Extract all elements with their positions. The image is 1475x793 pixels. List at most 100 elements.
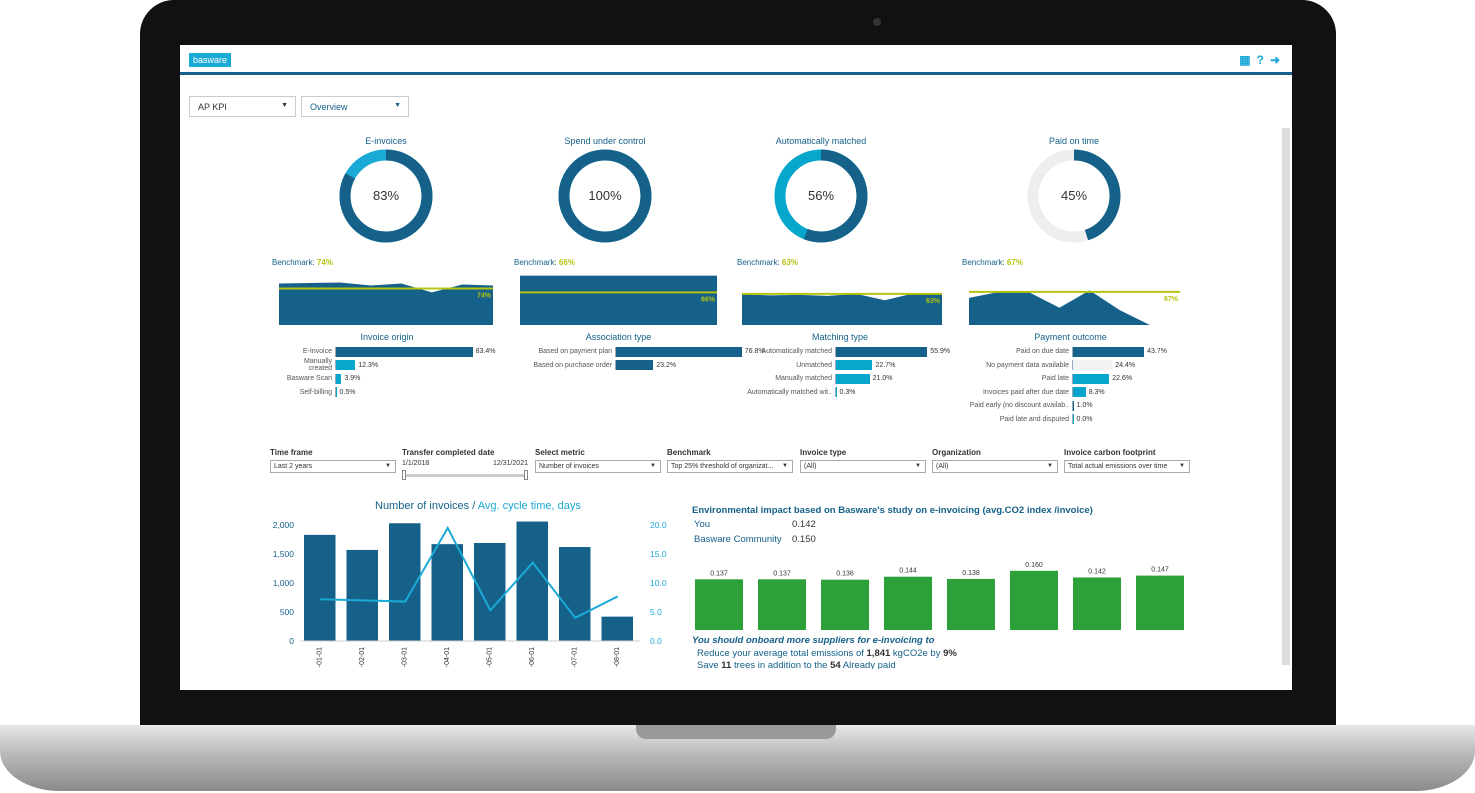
breakdown-row[interactable]: Paid on due date 43.7% bbox=[1016, 346, 1167, 357]
advice-text: You should onboard more suppliers for e-… bbox=[692, 635, 935, 646]
donut-value bbox=[1027, 149, 1121, 243]
chevron-down-icon: ▼ bbox=[1179, 463, 1185, 469]
view-select[interactable]: Overview ▼ bbox=[301, 96, 409, 117]
filter-benchmark: Benchmark Top 25% threshold of organizat.… bbox=[667, 448, 793, 473]
chevron-down-icon: ▼ bbox=[394, 102, 401, 109]
filter-carbon: Invoice carbon footprint Total actual emi… bbox=[1064, 448, 1190, 473]
x-tick-label: -04-01 bbox=[444, 647, 451, 667]
filter-select[interactable]: Last 2 years ▼ bbox=[270, 460, 396, 473]
invoices-chart-title: Number of invoices / Avg. cycle time, da… bbox=[375, 500, 581, 512]
x-tick-label: -07-01 bbox=[571, 647, 578, 667]
breakdown-row[interactable]: Based on payment plan 76.8% bbox=[538, 346, 765, 357]
breakdown-bar bbox=[835, 373, 870, 384]
invoice-bar bbox=[389, 523, 421, 641]
trees-line: Save 11 trees in addition to the 54 Alre… bbox=[697, 660, 896, 669]
kpi-title: E-invoices bbox=[365, 136, 407, 146]
laptop-notch bbox=[636, 725, 836, 739]
co2-bar bbox=[1073, 577, 1121, 630]
breakdown-row[interactable]: Invoices paid after due date 8.3% bbox=[982, 387, 1105, 397]
co2-bar bbox=[1010, 570, 1058, 630]
filter-select[interactable]: Total actual emissions over time ▼ bbox=[1064, 460, 1190, 473]
filter-transfer: Transfer completed date 1/1/2018 12/31/202… bbox=[402, 448, 528, 480]
area-series bbox=[742, 293, 942, 325]
breakdown-row[interactable]: Manually created 12.3% bbox=[303, 358, 379, 372]
invoice-bar bbox=[474, 542, 506, 641]
chevron-down-icon: ▼ bbox=[915, 463, 921, 469]
breakdown-row[interactable]: Basware Scan 3.9% bbox=[286, 373, 361, 384]
filter-select[interactable]: Top 25% threshold of organizat... ▼ bbox=[667, 460, 793, 473]
film-icon[interactable]: ▦ bbox=[1239, 53, 1251, 67]
co2-bar bbox=[821, 579, 869, 630]
breakdown-bar bbox=[1072, 360, 1113, 370]
benchmark-area-chart: 63% bbox=[742, 292, 942, 325]
chevron-down-icon: ▼ bbox=[281, 102, 288, 109]
benchmark-line-label: 67% bbox=[1164, 296, 1179, 303]
benchmark-label: Benchmark: 67% bbox=[962, 258, 1023, 267]
area-series bbox=[279, 282, 493, 325]
x-tick-label: -08-01 bbox=[614, 647, 621, 667]
header: basware ▦ ? ➜ bbox=[180, 45, 1292, 75]
benchmark-label: Benchmark: 66% bbox=[514, 258, 575, 267]
y2-tick-label: 15.0 bbox=[650, 549, 667, 559]
breakdown-row[interactable]: Paid late and disputed 0.0% bbox=[999, 414, 1093, 424]
community-label: Basware Community bbox=[694, 534, 782, 545]
breakdown-bar bbox=[1072, 414, 1074, 424]
breakdown-row[interactable]: Unmatched 22.7% bbox=[796, 360, 896, 370]
breakdown-title: Matching type bbox=[811, 332, 869, 342]
benchmark-label: Benchmark: 74% bbox=[272, 258, 333, 267]
kpi-value: 100% bbox=[588, 188, 622, 203]
breakdown-row[interactable]: No payment data available 24.4% bbox=[986, 360, 1136, 370]
breakdown-row[interactable]: Paid early (no discount availab.. 1.0% bbox=[969, 400, 1093, 411]
kpi-title: Paid on time bbox=[1048, 136, 1100, 146]
basware-logo: basware bbox=[189, 53, 232, 67]
breakdown-bar bbox=[1072, 400, 1074, 411]
breakdown-title: Association type bbox=[585, 332, 652, 342]
breakdown-bar bbox=[835, 360, 873, 370]
breakdown-row[interactable]: Manually matched 21.0% bbox=[775, 373, 893, 384]
you-label: You bbox=[694, 519, 711, 530]
kpi-title: Spend under control bbox=[564, 136, 646, 146]
invoice-bar bbox=[559, 547, 591, 641]
breakdown-row[interactable]: Paid late 22.6% bbox=[1041, 373, 1133, 384]
filter-select[interactable]: (All) ▼ bbox=[932, 460, 1058, 473]
breakdown-row[interactable]: Automatically matched 55.9% bbox=[761, 346, 951, 357]
kpi-value: 83% bbox=[372, 188, 400, 203]
community-value: 0.150 bbox=[792, 534, 816, 545]
invoices-chart: 0 500 1,000 1,500 2,000 0.0 5.0 10.0 15.0 20.0 -01… bbox=[273, 520, 667, 667]
report-select[interactable]: AP KPI ▼ bbox=[189, 96, 296, 117]
breakdown-title: Payment outcome bbox=[1034, 332, 1107, 342]
invoice-bar bbox=[601, 616, 633, 641]
report-value: AP KPI bbox=[198, 102, 227, 112]
slider-handle-end[interactable] bbox=[524, 470, 528, 480]
breakdown-bar bbox=[1072, 373, 1110, 384]
benchmark-line-label: 63% bbox=[926, 298, 941, 305]
help-icon[interactable]: ? bbox=[1256, 53, 1264, 67]
filter-select[interactable]: (All) ▼ bbox=[800, 460, 926, 473]
breakdown-row[interactable]: Based on purchase order 23.2% bbox=[533, 360, 677, 370]
filter-metric: Select metric Number of invoices ▼ bbox=[535, 448, 661, 473]
logout-icon[interactable]: ➜ bbox=[1269, 53, 1280, 67]
date-to: 12/31/2021 bbox=[492, 460, 528, 467]
benchmark-area-chart: 74% bbox=[279, 282, 493, 325]
slider-handle-start[interactable] bbox=[402, 470, 406, 480]
date-range-slider[interactable] bbox=[402, 470, 528, 480]
area-series bbox=[520, 275, 717, 325]
breakdown-row[interactable]: Automatically matched wit.. 0.3% bbox=[747, 387, 856, 397]
area-series bbox=[969, 290, 1180, 325]
env-title: Environmental impact based on Basware's … bbox=[692, 505, 1093, 516]
camera bbox=[873, 18, 881, 26]
x-tick-label: -05-01 bbox=[486, 647, 493, 667]
breakdown-row[interactable]: E-Invoice 83.4% bbox=[302, 346, 496, 357]
filter-organization: Organization (All) ▼ bbox=[932, 448, 1058, 473]
breakdown-row[interactable]: Self-billing 0.5% bbox=[299, 387, 356, 397]
filter-select[interactable]: Number of invoices ▼ bbox=[535, 460, 661, 473]
donut-value bbox=[774, 149, 868, 243]
scrollbar[interactable] bbox=[1282, 128, 1290, 665]
breakdown-bar bbox=[335, 373, 342, 384]
title-b: Avg. cycle time, days bbox=[477, 500, 581, 512]
date-from: 1/1/2018 bbox=[402, 460, 430, 467]
filter-invoice-type: Invoice type (All) ▼ bbox=[800, 448, 926, 473]
co2-bar bbox=[947, 578, 995, 630]
chevron-down-icon: ▼ bbox=[650, 463, 656, 469]
x-tick-label: -02-01 bbox=[359, 647, 366, 667]
